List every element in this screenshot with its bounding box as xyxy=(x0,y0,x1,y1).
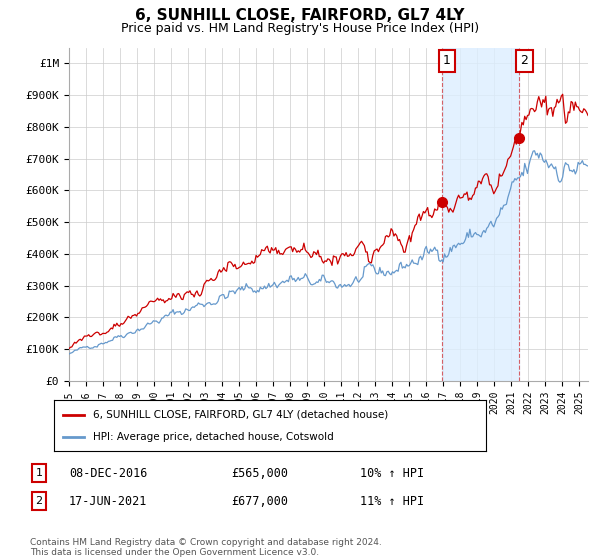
Text: 08-DEC-2016: 08-DEC-2016 xyxy=(69,466,148,480)
Text: 2: 2 xyxy=(35,496,43,506)
Text: 1: 1 xyxy=(443,54,451,67)
Text: 1: 1 xyxy=(35,468,43,478)
Text: 17-JUN-2021: 17-JUN-2021 xyxy=(69,494,148,508)
Text: HPI: Average price, detached house, Cotswold: HPI: Average price, detached house, Cots… xyxy=(93,432,334,442)
Text: 2: 2 xyxy=(520,54,528,67)
Text: 6, SUNHILL CLOSE, FAIRFORD, GL7 4LY: 6, SUNHILL CLOSE, FAIRFORD, GL7 4LY xyxy=(135,8,465,24)
Text: 6, SUNHILL CLOSE, FAIRFORD, GL7 4LY (detached house): 6, SUNHILL CLOSE, FAIRFORD, GL7 4LY (det… xyxy=(93,409,388,419)
Bar xyxy=(442,48,519,381)
Text: Price paid vs. HM Land Registry's House Price Index (HPI): Price paid vs. HM Land Registry's House … xyxy=(121,22,479,35)
Text: £565,000: £565,000 xyxy=(231,466,288,480)
Text: Contains HM Land Registry data © Crown copyright and database right 2024.
This d: Contains HM Land Registry data © Crown c… xyxy=(30,538,382,557)
Text: 10% ↑ HPI: 10% ↑ HPI xyxy=(360,466,424,480)
Text: 11% ↑ HPI: 11% ↑ HPI xyxy=(360,494,424,508)
Text: £677,000: £677,000 xyxy=(231,494,288,508)
